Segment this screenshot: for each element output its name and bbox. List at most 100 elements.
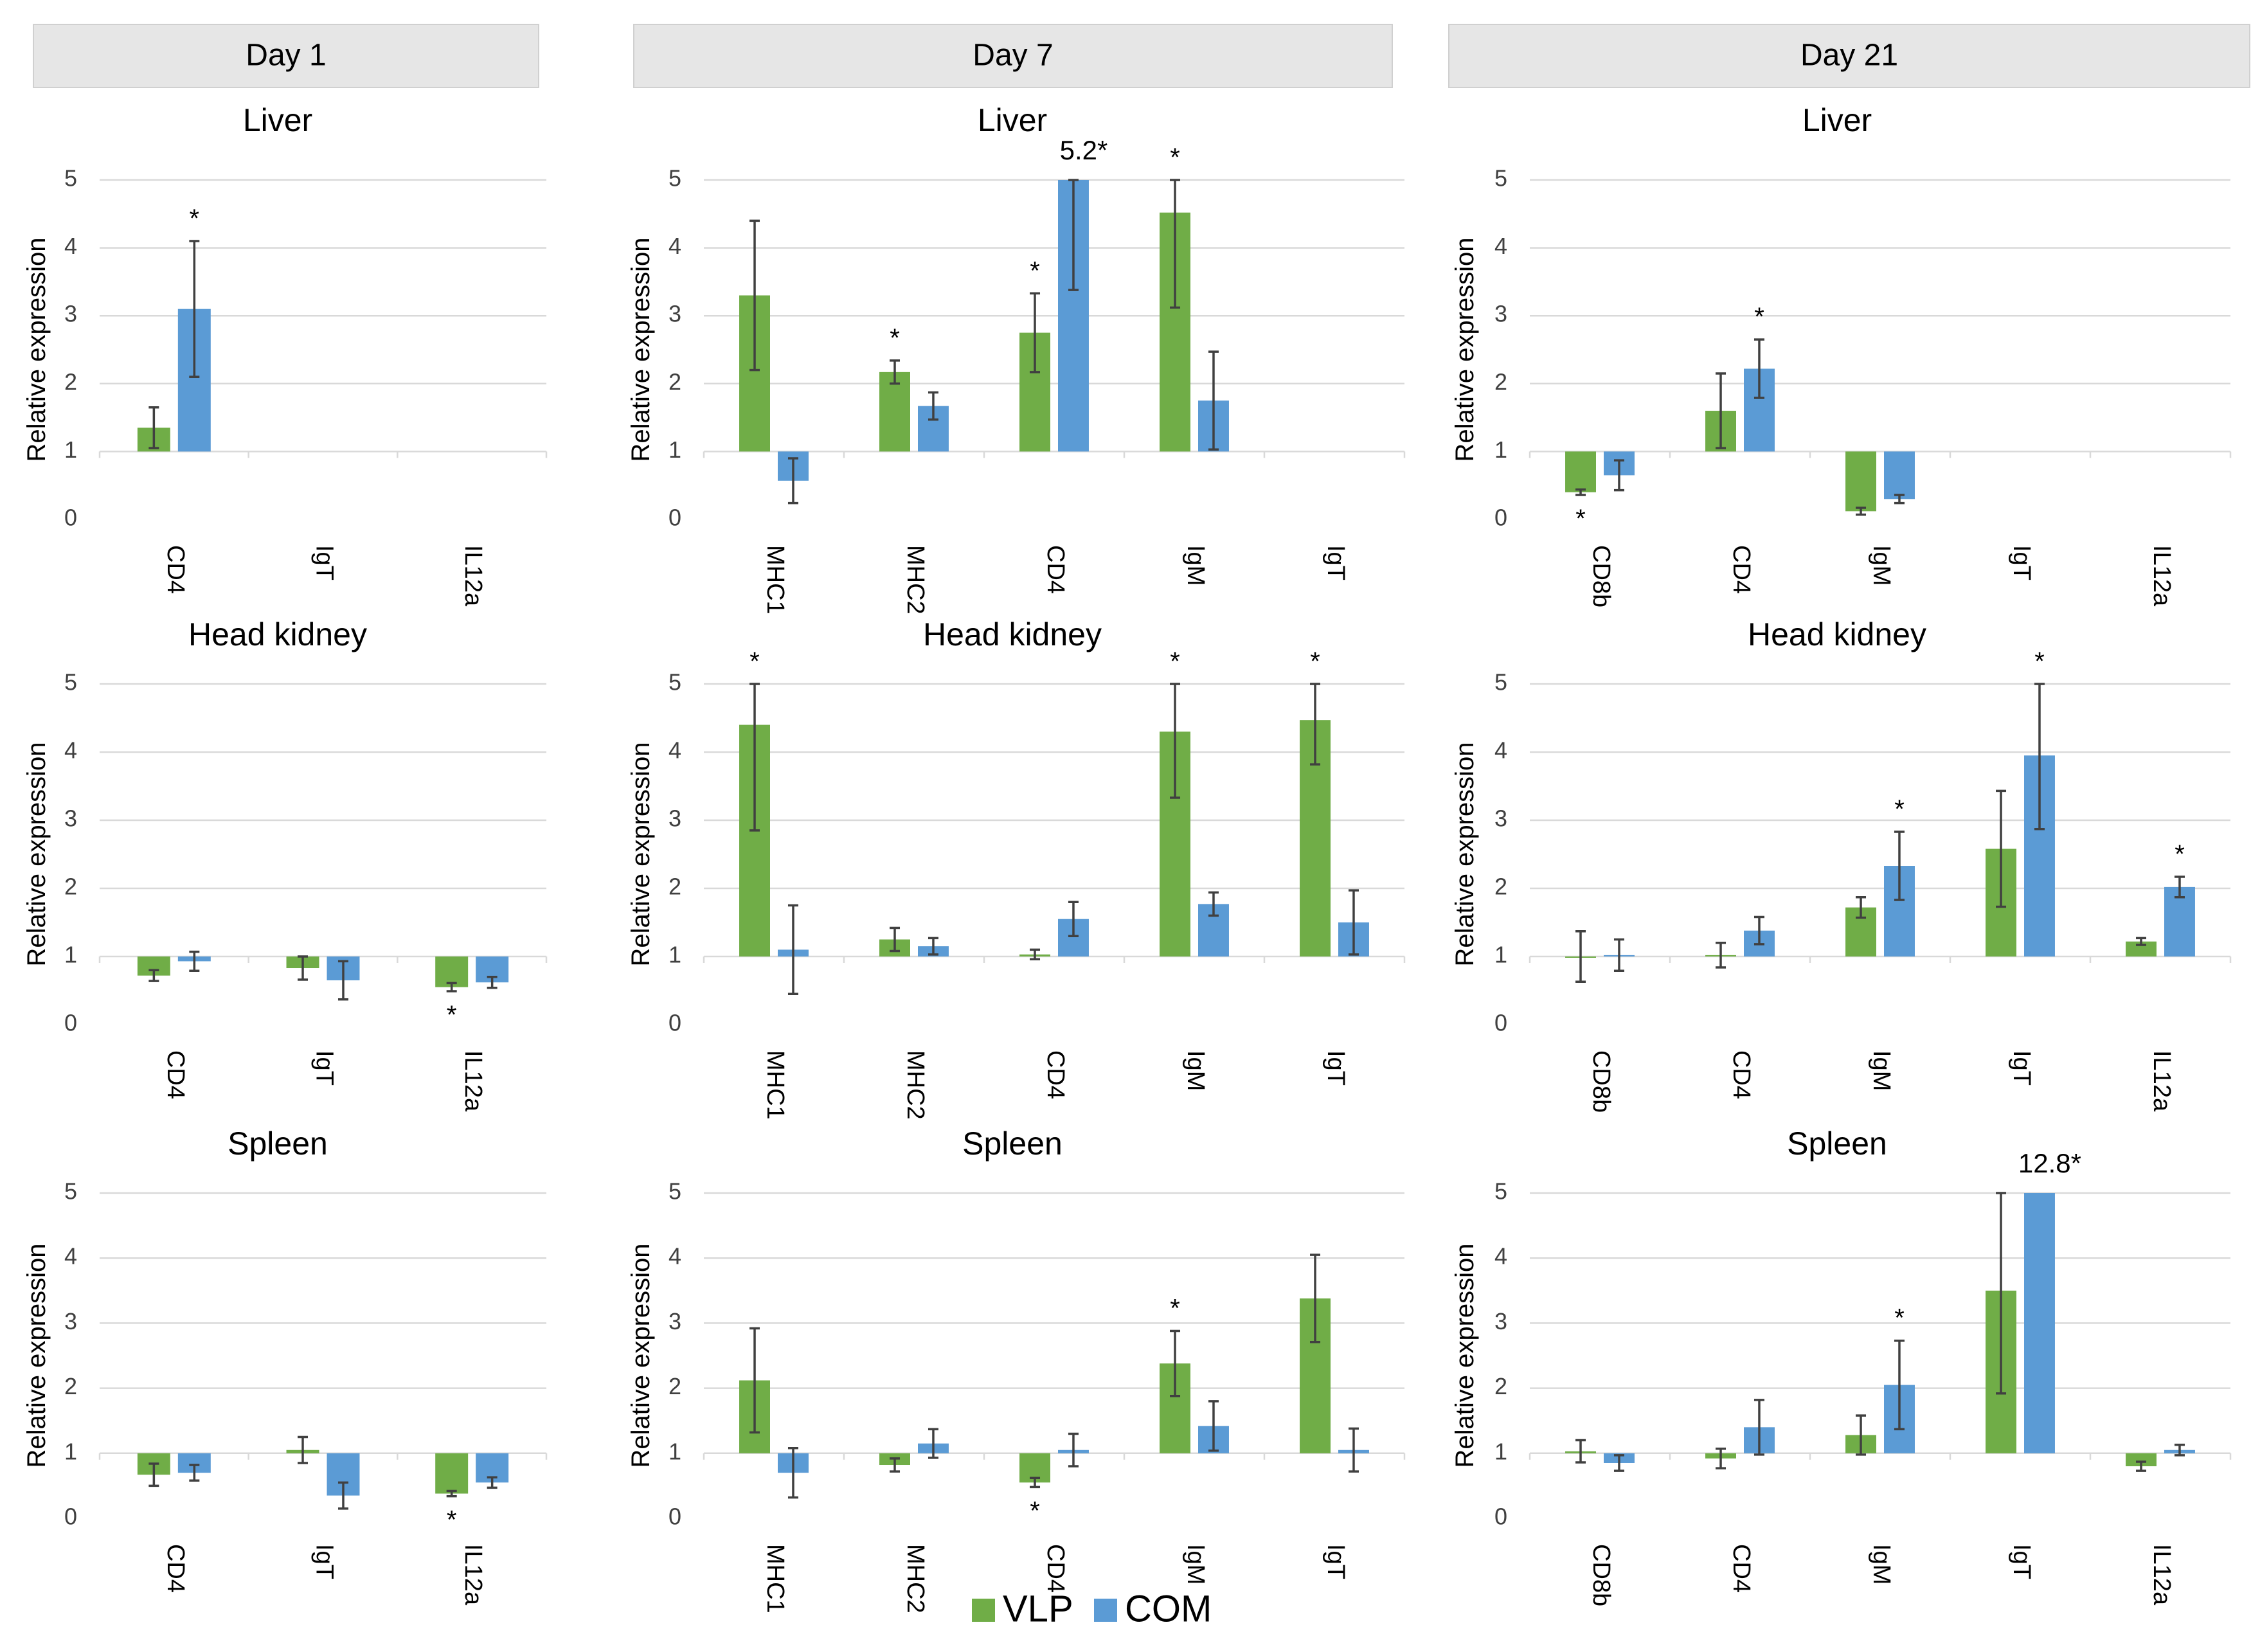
y-tick-label: 5 [1494, 1178, 1507, 1205]
significance-star: * [1170, 647, 1180, 676]
x-tick-label: CD4 [1042, 545, 1069, 594]
significance-star: * [749, 647, 760, 676]
y-tick-label: 5 [64, 1178, 77, 1205]
y-tick-label: 4 [668, 233, 681, 259]
significance-star: * [447, 1001, 457, 1029]
x-tick-label: IgT [1322, 1050, 1349, 1086]
column-header-label: Day 1 [246, 39, 326, 73]
x-tick-label: IgT [310, 545, 337, 580]
significance-star: * [1170, 143, 1180, 172]
y-tick-label: 2 [1494, 874, 1507, 900]
bar-vlp-igm [1845, 451, 1876, 512]
y-tick-label: 1 [668, 436, 681, 463]
x-tick-label: IL12a [2148, 1050, 2175, 1112]
significance-star: * [1030, 256, 1040, 285]
y-axis-label: Relative expression [22, 237, 51, 462]
y-tick-label: 5 [1494, 669, 1507, 696]
y-tick-label: 0 [1494, 505, 1507, 531]
x-tick-label: CD8b [1588, 545, 1615, 607]
panel-title: Liver [978, 102, 1047, 138]
y-tick-label: 4 [668, 737, 681, 764]
x-tick-label: CD4 [1728, 545, 1755, 594]
y-tick-label: 4 [1494, 233, 1507, 259]
y-tick-label: 0 [668, 1010, 681, 1036]
significance-star: * [1894, 1304, 1905, 1333]
x-tick-label: CD4 [162, 1544, 189, 1593]
y-tick-label: 4 [64, 737, 77, 764]
y-tick-label: 5 [1494, 165, 1507, 192]
panel-title: Head kidney [1748, 616, 1926, 652]
column-header-label: Day 21 [1800, 39, 1898, 73]
significance-star: * [447, 1506, 457, 1534]
y-tick-label: 2 [1494, 368, 1507, 395]
x-tick-label: IgM [1182, 545, 1209, 586]
bar-vlp-mhc2 [879, 372, 910, 452]
y-tick-label: 1 [1494, 1438, 1507, 1464]
y-tick-label: 1 [64, 1438, 77, 1464]
x-tick-label: IgM [1868, 1544, 1895, 1585]
y-tick-label: 2 [1494, 1373, 1507, 1399]
y-tick-label: 0 [64, 1010, 77, 1036]
y-tick-label: 0 [64, 505, 77, 531]
x-tick-label: IL12a [460, 1050, 487, 1112]
x-tick-label: IL12a [2148, 1544, 2175, 1606]
y-tick-label: 2 [668, 368, 681, 395]
x-tick-label: MHC2 [902, 545, 929, 615]
bar-com-il12a [2164, 886, 2195, 956]
x-tick-label: IgM [1868, 1050, 1895, 1091]
x-tick-label: IgT [1322, 545, 1349, 580]
x-tick-label: IgM [1182, 1050, 1209, 1091]
y-axis-label: Relative expression [1451, 237, 1479, 462]
significance-star: * [1754, 303, 1764, 331]
y-axis-label: Relative expression [22, 742, 51, 966]
x-tick-label: IgT [1322, 1544, 1349, 1579]
significance-star: * [190, 204, 200, 233]
x-tick-label: IgM [1182, 1544, 1209, 1585]
bar-vlp-il12a [435, 1453, 469, 1494]
bar-com-igt [2024, 1193, 2055, 1453]
y-tick-label: 3 [64, 805, 77, 832]
y-tick-label: 0 [64, 1504, 77, 1530]
y-tick-label: 4 [64, 1243, 77, 1270]
offscale-value-label: 12.8* [2018, 1148, 2081, 1178]
panel-title: Liver [243, 102, 312, 138]
y-tick-label: 2 [668, 1373, 681, 1399]
y-tick-label: 2 [64, 1373, 77, 1399]
y-tick-label: 3 [668, 301, 681, 327]
x-tick-label: MHC2 [902, 1544, 929, 1613]
x-tick-label: IgT [310, 1544, 337, 1579]
y-tick-label: 5 [64, 165, 77, 192]
significance-star: * [1170, 1295, 1180, 1323]
x-tick-label: IgT [310, 1050, 337, 1086]
y-tick-label: 2 [64, 368, 77, 395]
y-tick-label: 1 [1494, 436, 1507, 463]
x-tick-label: CD4 [1042, 1050, 1069, 1099]
panel-title: Head kidney [923, 616, 1102, 652]
significance-star: * [890, 324, 900, 352]
panel-title: Spleen [228, 1126, 328, 1162]
y-tick-label: 1 [64, 436, 77, 463]
x-tick-label: CD4 [1042, 1544, 1069, 1593]
y-tick-label: 2 [64, 874, 77, 900]
y-tick-label: 3 [1494, 301, 1507, 327]
bar-com-igm [1884, 451, 1915, 499]
x-tick-label: IL12a [460, 1544, 487, 1606]
x-tick-label: CD8b [1588, 1544, 1615, 1606]
significance-star: * [2175, 840, 2185, 868]
column-header-box [33, 24, 539, 88]
x-tick-label: MHC2 [902, 1050, 929, 1120]
y-tick-label: 0 [668, 1504, 681, 1530]
offscale-value-label: 5.2* [1060, 135, 1108, 165]
y-tick-label: 1 [668, 1438, 681, 1464]
y-axis-label: Relative expression [22, 1243, 51, 1468]
panel-title: Head kidney [188, 616, 367, 652]
y-tick-label: 3 [668, 805, 681, 832]
y-tick-label: 3 [64, 1308, 77, 1334]
significance-star: * [2034, 647, 2045, 676]
x-tick-label: IL12a [2148, 545, 2175, 607]
y-tick-label: 5 [668, 165, 681, 192]
column-header-label: Day 7 [973, 39, 1053, 73]
x-tick-label: CD4 [1728, 1050, 1755, 1099]
x-tick-label: CD4 [162, 1050, 189, 1099]
